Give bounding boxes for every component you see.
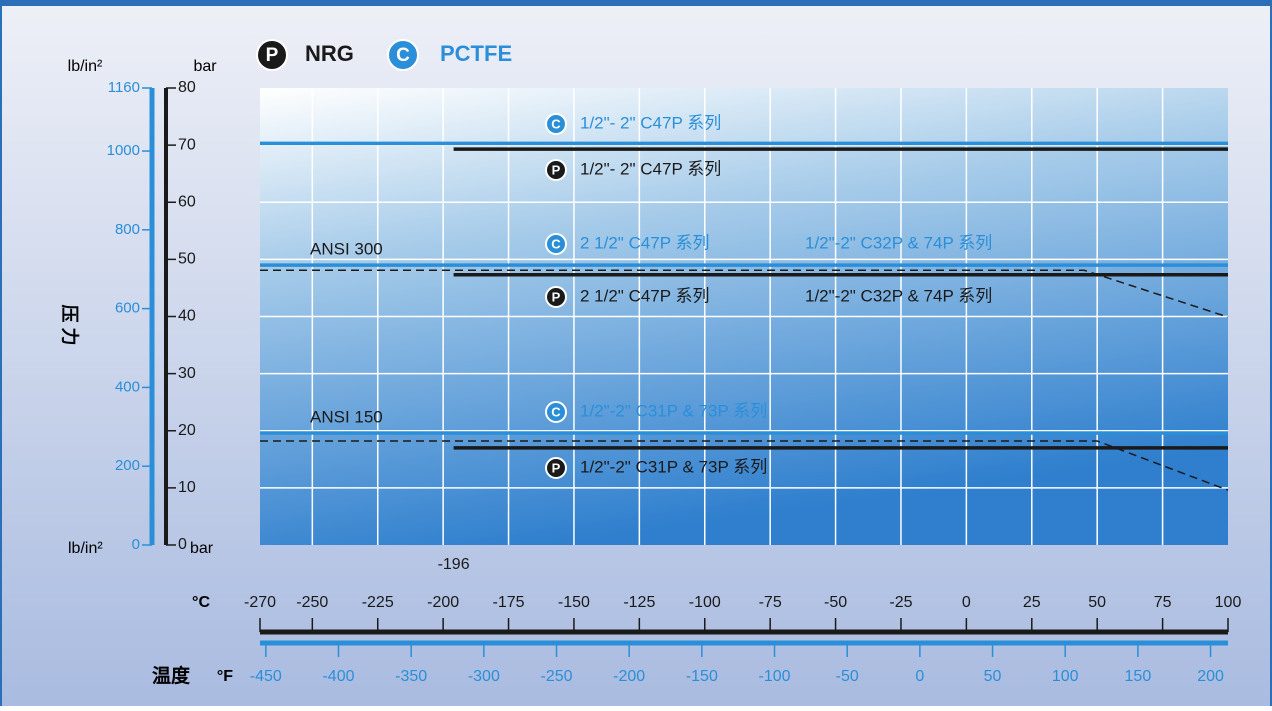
page: 压 力 lb/in² bar lb/in² bar °C 温度 °F 0 10 20… [0, 0, 1272, 706]
series-label: 1/2"-2" C32P & 74P 系列 [805, 286, 992, 305]
y2-unit: lb/in² [68, 540, 103, 557]
series-label: ANSI 150 [310, 407, 383, 426]
legend-label: PCTFE [440, 41, 512, 66]
x2-tick-label: -250 [540, 668, 572, 685]
x2-tick-label: -300 [468, 668, 500, 685]
x2-tick-label: 100 [1052, 668, 1079, 685]
x-tick-label: 75 [1154, 594, 1172, 611]
x2-tick-label: -100 [759, 668, 791, 685]
x-tick-label: -150 [558, 594, 590, 611]
y2-tick-label: 0 [132, 536, 140, 553]
y2-tick-label: 800 [115, 221, 140, 238]
series-label: 2 1/2" C47P 系列 [580, 233, 710, 252]
series-label: 1/2"-2" C32P & 74P 系列 [805, 233, 992, 252]
legend-badge-letter: P [266, 45, 279, 66]
x-tick-label: -25 [889, 594, 912, 611]
legend-badge-letter: C [396, 45, 410, 66]
series-label: 2 1/2" C47P 系列 [580, 286, 710, 305]
series-label: 1/2"- 2" C47P 系列 [580, 113, 721, 132]
y-tick-label: 70 [178, 136, 196, 153]
series-label: 1/2"- 2" C47P 系列 [580, 159, 721, 178]
x-axis-title: 温度 [152, 664, 191, 687]
x-tick-label: -125 [623, 594, 655, 611]
badge-letter: C [551, 404, 561, 419]
x2-tick-label: 50 [984, 668, 1002, 685]
y-unit: bar [193, 58, 217, 75]
x2-unit: °F [217, 668, 233, 685]
x2-tick-label: 200 [1197, 668, 1224, 685]
y-tick-label: 30 [178, 365, 196, 382]
x-tick-label: 50 [1088, 594, 1106, 611]
y-tick-label: 80 [178, 79, 196, 96]
x-tick-label: -175 [493, 594, 525, 611]
x-tick-label: 0 [962, 594, 971, 611]
header-bar [0, 0, 1272, 6]
y-tick-label: 60 [178, 193, 196, 210]
legend-label: NRG [305, 41, 354, 66]
x2-tick-label: -50 [836, 668, 859, 685]
series-label: 1/2"-2" C31P & 73P 系列 [580, 457, 767, 476]
y-tick-label: 0 [178, 536, 187, 553]
y-tick-label: 20 [178, 422, 196, 439]
x-tick-label: -200 [427, 594, 459, 611]
y-unit: bar [190, 540, 214, 557]
x2-tick-label: 0 [915, 668, 924, 685]
x2-tick-label: -400 [322, 668, 354, 685]
series-label: 1/2"-2" C31P & 73P 系列 [580, 401, 767, 420]
y2-tick-label: 1160 [108, 79, 140, 96]
x-tick-label: 100 [1215, 594, 1242, 611]
x2-tick-label: -150 [686, 668, 718, 685]
x-tick-label: -50 [824, 594, 847, 611]
x-tick-label: -100 [689, 594, 721, 611]
x-tick-label: -225 [362, 594, 394, 611]
x2-tick-label: -450 [250, 668, 282, 685]
badge-letter: C [551, 116, 561, 131]
x-tick-label: -75 [759, 594, 782, 611]
x-annotation: -196 [438, 556, 470, 573]
badge-letter: C [551, 236, 561, 251]
y2-tick-label: 1000 [107, 142, 140, 159]
x2-tick-label: -350 [395, 668, 427, 685]
chart: 压 力 lb/in² bar lb/in² bar °C 温度 °F 0 10 20… [0, 0, 1272, 706]
y2-tick-label: 200 [115, 457, 140, 474]
y-tick-label: 10 [178, 479, 196, 496]
badge-letter: P [552, 460, 561, 475]
series-label: ANSI 300 [310, 239, 383, 258]
y2-tick-label: 400 [115, 378, 140, 395]
y2-unit: lb/in² [68, 58, 103, 75]
y2-tick-label: 600 [115, 300, 140, 317]
x-tick-label: 25 [1023, 594, 1041, 611]
x2-tick-label: -200 [613, 668, 645, 685]
x-tick-label: -250 [296, 594, 328, 611]
y-tick-label: 50 [178, 251, 196, 268]
x2-tick-label: 150 [1125, 668, 1152, 685]
x-unit: °C [192, 594, 210, 611]
badge-letter: P [552, 162, 561, 177]
badge-letter: P [552, 289, 561, 304]
y-axis-title: 压 力 [59, 304, 79, 345]
y-tick-label: 40 [178, 308, 196, 325]
x-tick-label: -270 [244, 594, 276, 611]
